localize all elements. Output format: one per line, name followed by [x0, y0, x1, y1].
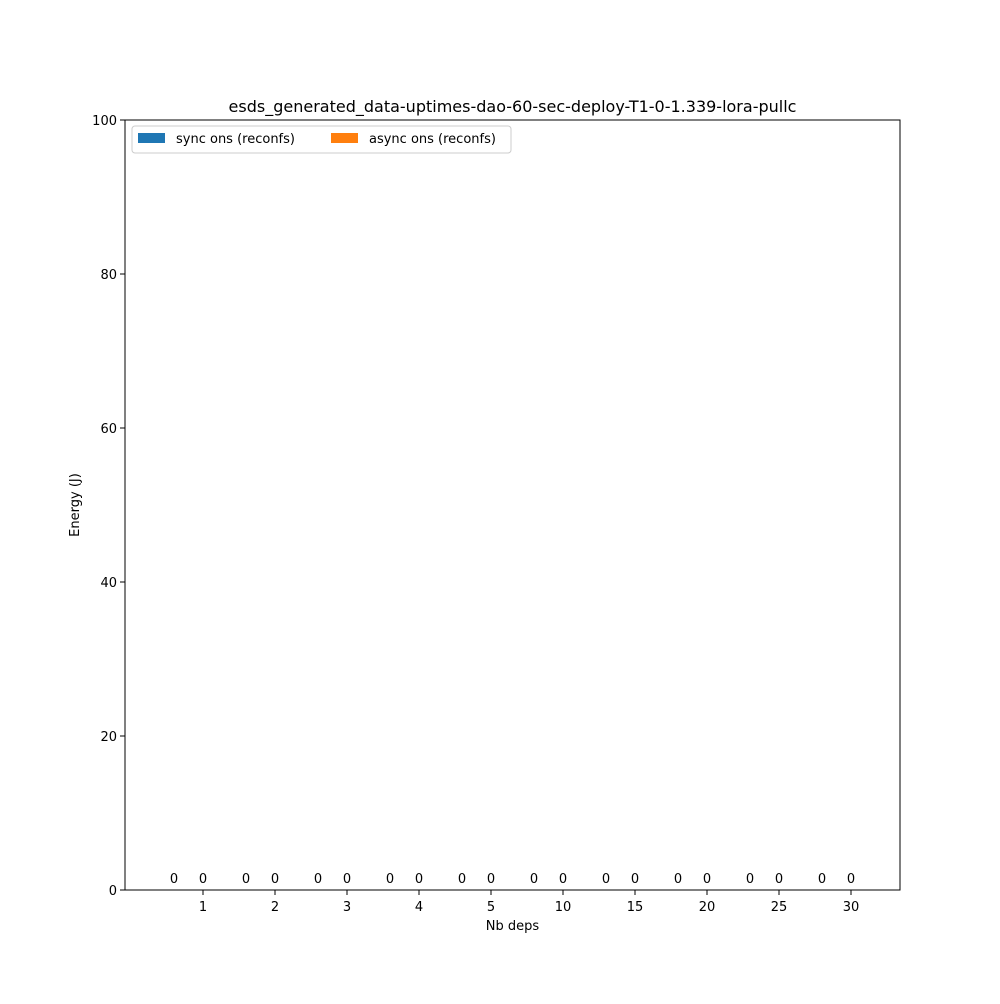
x-axis: 1 2 3 4 5 10 15 20 25 30 [199, 890, 859, 915]
bar-value-label: 0 [775, 872, 783, 887]
chart-title: esds_generated_data-uptimes-dao-60-sec-d… [229, 97, 797, 117]
x-tick-label: 30 [843, 900, 860, 915]
bar-value-label: 0 [487, 872, 495, 887]
y-tick-label: 100 [92, 114, 117, 129]
legend-label: async ons (reconfs) [369, 132, 496, 147]
x-tick-label: 20 [699, 900, 716, 915]
bar-value-label: 0 [343, 872, 351, 887]
x-tick-label: 25 [771, 900, 788, 915]
bar-value-label: 0 [703, 872, 711, 887]
y-tick-label: 0 [109, 884, 117, 899]
bar-value-label: 0 [674, 872, 682, 887]
x-tick-label: 2 [271, 900, 279, 915]
bar-value-label: 0 [847, 872, 855, 887]
bar-value-label: 0 [415, 872, 423, 887]
x-tick-label: 15 [627, 900, 644, 915]
y-tick-label: 80 [100, 268, 117, 283]
bar-value-label: 0 [271, 872, 279, 887]
bar-value-label: 0 [314, 872, 322, 887]
bar-value-label: 0 [631, 872, 639, 887]
bar-value-label: 0 [818, 872, 826, 887]
bar-value-label: 0 [559, 872, 567, 887]
legend-label: sync ons (reconfs) [176, 132, 295, 147]
x-tick-label: 5 [487, 900, 495, 915]
legend-swatch [138, 133, 165, 143]
x-tick-label: 4 [415, 900, 423, 915]
bar-value-label: 0 [746, 872, 754, 887]
y-tick-label: 40 [100, 576, 117, 591]
bar-value-label: 0 [170, 872, 178, 887]
bar-value-label: 0 [242, 872, 250, 887]
legend-swatch [331, 133, 358, 143]
legend-box [131, 125, 512, 154]
x-axis-label: Nb deps [486, 919, 540, 934]
y-axis-label: Energy (J) [68, 473, 83, 537]
bar-value-label: 0 [458, 872, 466, 887]
x-tick-label: 1 [199, 900, 207, 915]
x-tick-label: 10 [555, 900, 572, 915]
x-tick-label: 3 [343, 900, 351, 915]
bar-value-label: 0 [386, 872, 394, 887]
bar-value-label: 0 [199, 872, 207, 887]
bar-value-label: 0 [530, 872, 538, 887]
plot-frame [124, 119, 901, 891]
legend: sync ons (reconfs) async ons (reconfs) [131, 125, 512, 154]
bar-labels: 0 0 0 0 0 0 0 0 0 0 0 0 0 0 0 0 0 0 0 0 [170, 872, 855, 887]
bar-value-label: 0 [602, 872, 610, 887]
y-tick-label: 60 [100, 422, 117, 437]
y-axis: 0 20 40 60 80 100 [92, 114, 125, 899]
y-tick-label: 20 [100, 730, 117, 745]
